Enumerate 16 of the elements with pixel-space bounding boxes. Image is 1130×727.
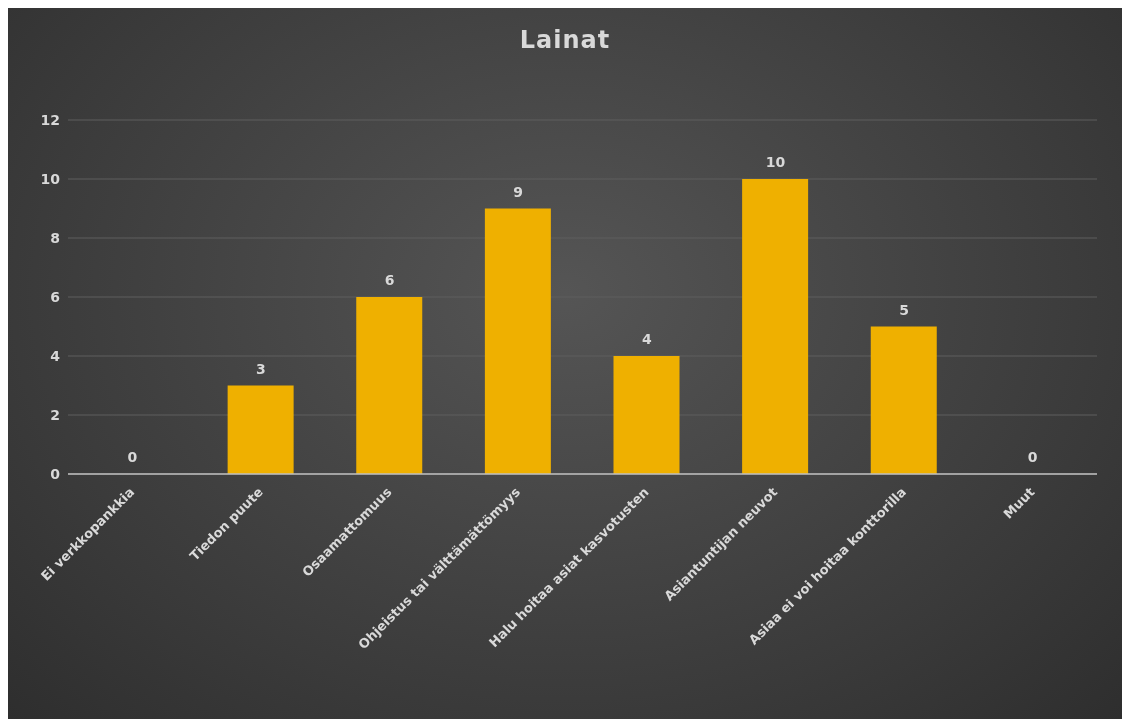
y-tick-label: 4 [50, 347, 61, 364]
chart-title: Lainat [518, 26, 612, 54]
y-tick-label: 2 [50, 406, 60, 423]
data-label: 3 [256, 360, 266, 377]
y-tick-label: 12 [40, 111, 60, 128]
y-tick-label: 6 [50, 288, 60, 305]
data-label: 0 [1027, 449, 1038, 465]
data-label: 4 [641, 331, 652, 347]
data-label: 10 [765, 154, 786, 170]
data-label: 5 [899, 301, 909, 318]
y-tick-label: 8 [50, 229, 60, 246]
y-tick-label: 10 [40, 170, 61, 187]
data-label: 9 [513, 183, 524, 200]
data-label: 6 [384, 272, 395, 288]
y-tick-label: 0 [50, 465, 61, 482]
data-label: 0 [127, 449, 138, 465]
